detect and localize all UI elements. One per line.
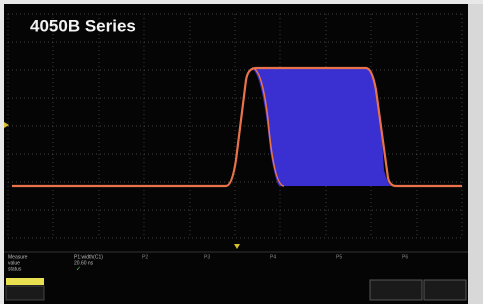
side-strip [468, 4, 483, 304]
channel-box[interactable] [6, 286, 44, 300]
trigger-box[interactable] [424, 280, 466, 300]
parameter: P4 [270, 254, 276, 260]
title: 4050B Series [30, 16, 136, 35]
row-label: status [8, 266, 22, 272]
status-check: ✓ [76, 267, 81, 273]
reading: 20.60 ns [74, 260, 94, 266]
parameter: P2 [142, 254, 148, 260]
parameter: P5 [336, 254, 342, 260]
parameter: P3 [204, 254, 210, 260]
parameter: P6 [402, 254, 408, 260]
scope-screenshot: 4050B Series Measure value status P1:wid… [0, 0, 483, 304]
channel-badge[interactable] [6, 278, 44, 285]
timebase-box[interactable] [370, 280, 422, 300]
